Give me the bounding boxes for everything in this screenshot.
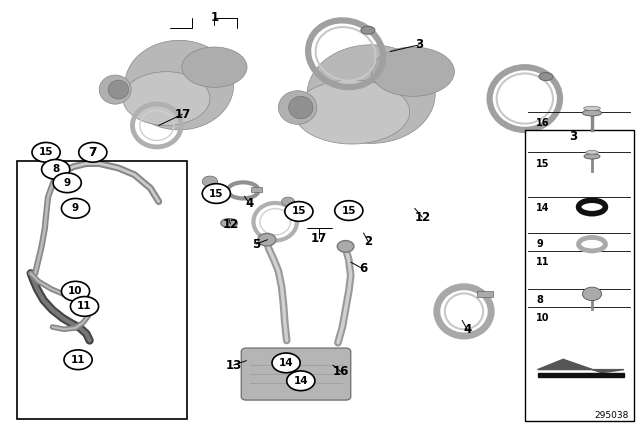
Ellipse shape [582,110,602,116]
Text: 4: 4 [246,197,253,211]
Ellipse shape [294,80,410,144]
FancyBboxPatch shape [241,348,351,400]
Text: 2: 2 [364,234,372,248]
Circle shape [61,281,90,301]
Text: 12: 12 [222,217,239,231]
Ellipse shape [584,106,600,111]
Circle shape [79,142,107,162]
Text: 15: 15 [39,147,53,157]
Text: 5: 5 [252,237,260,251]
Circle shape [335,201,363,220]
Polygon shape [538,359,624,373]
Circle shape [287,371,315,391]
Text: 17: 17 [310,232,327,245]
Text: 9: 9 [72,203,79,213]
Text: 16: 16 [333,365,349,379]
Circle shape [272,353,300,373]
Circle shape [61,198,90,218]
Circle shape [42,159,70,179]
Text: 11: 11 [71,355,85,365]
Ellipse shape [539,73,553,81]
Ellipse shape [371,47,454,96]
Polygon shape [538,373,624,377]
Text: 17: 17 [174,108,191,121]
Circle shape [258,233,276,246]
Text: 9: 9 [63,178,71,188]
Bar [477,291,493,297]
Text: 14: 14 [279,358,293,368]
Text: 10: 10 [536,313,550,323]
Ellipse shape [307,45,435,143]
Text: 295038: 295038 [594,411,628,420]
Ellipse shape [221,219,237,228]
Ellipse shape [289,96,313,119]
Text: 10: 10 [68,286,83,296]
Ellipse shape [99,75,131,104]
Bar [17,161,187,419]
Text: 9: 9 [536,239,543,249]
Ellipse shape [182,47,247,87]
Ellipse shape [584,154,600,159]
Text: 15: 15 [209,189,223,198]
Ellipse shape [125,40,234,130]
Text: 7: 7 [89,146,97,159]
Text: 4: 4 [463,323,471,336]
Text: 13: 13 [225,358,242,372]
Circle shape [337,241,354,252]
Ellipse shape [586,151,598,154]
Text: 3: 3 [569,130,577,143]
Text: 12: 12 [414,211,431,224]
Text: 6: 6 [359,262,367,276]
Ellipse shape [70,354,86,363]
Ellipse shape [123,72,210,125]
Text: 8: 8 [52,164,60,174]
Text: 3: 3 [415,38,423,52]
Text: 11: 11 [536,257,550,267]
Text: 16: 16 [536,118,550,128]
Bar [525,130,634,421]
Circle shape [202,176,218,187]
Circle shape [70,297,99,316]
Ellipse shape [361,26,375,34]
Ellipse shape [108,80,129,99]
Ellipse shape [65,351,91,366]
Circle shape [285,202,313,221]
Circle shape [282,197,294,206]
Text: 1: 1 [211,11,218,25]
Circle shape [202,184,230,203]
Bar [251,187,262,192]
Text: 11: 11 [77,302,92,311]
Text: 15: 15 [292,207,306,216]
Circle shape [32,142,60,162]
Circle shape [64,350,92,370]
Ellipse shape [278,90,317,124]
Text: 15: 15 [536,159,550,168]
Text: 14: 14 [294,376,308,386]
Text: 7: 7 [89,147,97,157]
Text: 14: 14 [536,203,550,213]
Text: 15: 15 [342,206,356,215]
Circle shape [582,287,602,301]
Text: 8: 8 [536,295,543,305]
Circle shape [53,173,81,193]
